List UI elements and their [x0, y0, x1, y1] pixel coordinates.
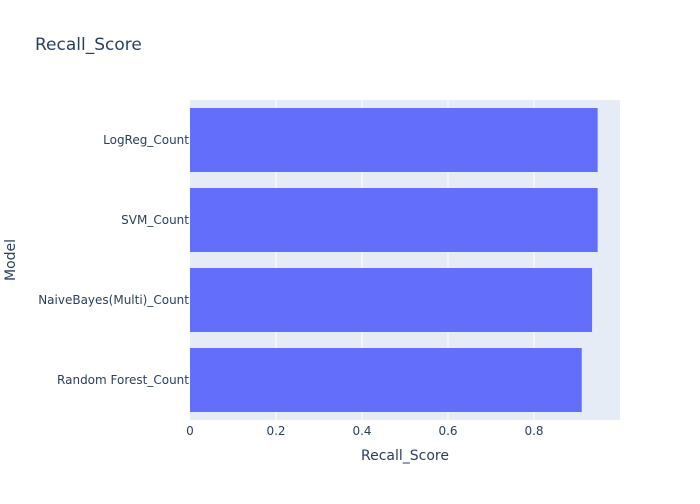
- x-axis-title: Recall_Score: [361, 448, 449, 464]
- x-axis-ticks: 0 0.2 0.4 0.6 0.8: [186, 424, 543, 438]
- bars: [190, 108, 598, 412]
- bar: [190, 108, 598, 172]
- bar: [190, 188, 598, 252]
- x-tick-label: 0.8: [524, 424, 543, 438]
- y-tick-label: SVM_Count: [121, 213, 189, 227]
- x-tick-label: 0.2: [266, 424, 285, 438]
- bar: [190, 348, 582, 412]
- x-tick-label: 0.4: [352, 424, 371, 438]
- y-tick-label: NaiveBayes(Multi)_Count: [38, 293, 189, 307]
- y-tick-label: Random Forest_Count: [57, 373, 189, 387]
- x-tick-label: 0: [186, 424, 194, 438]
- chart-title: Recall_Score: [35, 35, 142, 55]
- y-tick-label: LogReg_Count: [103, 133, 189, 147]
- x-tick-label: 0.6: [438, 424, 457, 438]
- y-axis-ticks: LogReg_Count SVM_Count NaiveBayes(Multi)_C…: [38, 133, 189, 387]
- y-axis-title: Model: [3, 239, 19, 281]
- bar: [190, 268, 593, 332]
